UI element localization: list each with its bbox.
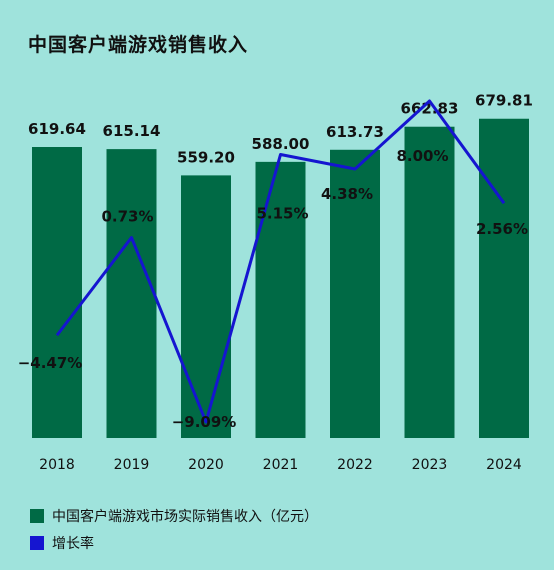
growth-label-2022: 4.38% xyxy=(321,185,373,203)
bar-2024 xyxy=(479,118,529,439)
legend-item-revenue: 中国客户端游戏市场实际销售收入（亿元） xyxy=(30,506,318,526)
x-tick-label-2023: 2023 xyxy=(412,457,448,473)
growth-label-2021: 5.15% xyxy=(256,205,308,223)
x-tick-label-2019: 2019 xyxy=(114,457,150,473)
legend-label-growth: 增长率 xyxy=(52,536,94,552)
bar-value-label-2022: 613.73 xyxy=(326,123,384,141)
bar-value-label-2018: 619.64 xyxy=(28,120,86,138)
bar-value-label-2020: 559.20 xyxy=(177,148,235,166)
legend-item-growth: 增长率 xyxy=(30,533,94,553)
legend-label-revenue: 中国客户端游戏市场实际销售收入（亿元） xyxy=(52,509,318,525)
growth-rate-line xyxy=(55,99,506,424)
bar-value-label-2024: 679.81 xyxy=(475,92,533,110)
x-tick-label-2018: 2018 xyxy=(39,457,75,473)
legend-swatch-revenue xyxy=(30,509,44,523)
bar-2020 xyxy=(181,175,231,439)
bar-2021 xyxy=(255,161,306,438)
bar-2023 xyxy=(404,126,455,438)
bar-value-label-2019: 615.14 xyxy=(103,122,161,140)
growth-label-2020: −9.09% xyxy=(172,413,237,431)
legend-swatch-growth xyxy=(30,536,44,550)
growth-label-2023: 8.00% xyxy=(396,147,448,165)
chart-plot: 619.64 2018 615.14 2019 559.20 2020 588.00 2021… xyxy=(18,92,533,473)
bar-value-label-2021: 588.00 xyxy=(252,135,310,153)
x-tick-label-2021: 2021 xyxy=(263,457,299,473)
growth-label-2024: 2.56% xyxy=(476,220,528,238)
bar-2018 xyxy=(32,147,82,438)
chart-title: 中国客户端游戏销售收入 xyxy=(28,34,249,56)
growth-label-2019: 0.73% xyxy=(101,208,153,226)
growth-label-2018: −4.47% xyxy=(18,354,83,372)
x-tick-label-2020: 2020 xyxy=(188,457,224,473)
bar-2022 xyxy=(330,149,380,438)
x-tick-label-2022: 2022 xyxy=(337,457,373,473)
x-tick-label-2024: 2024 xyxy=(486,457,522,473)
bar-2019 xyxy=(106,149,157,438)
